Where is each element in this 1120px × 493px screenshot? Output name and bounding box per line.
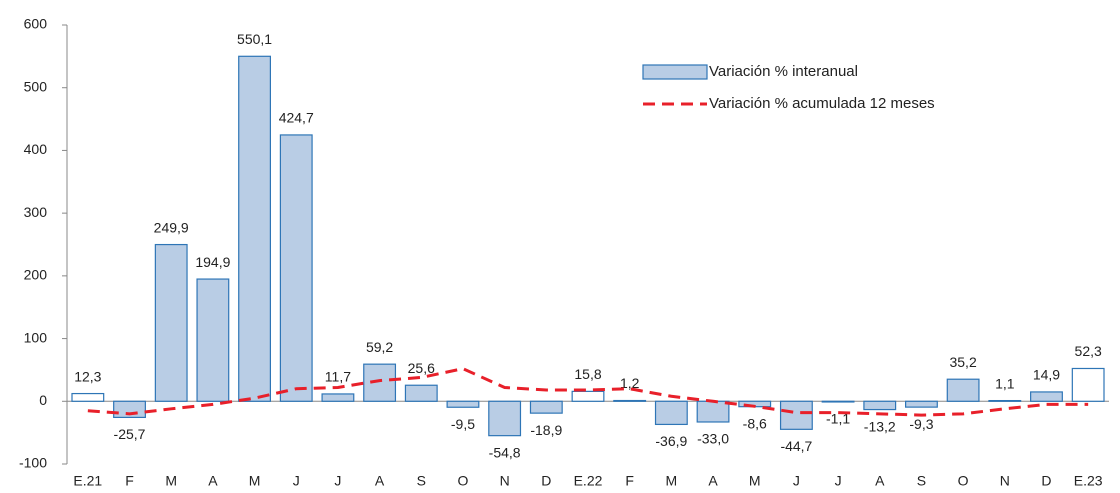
legend-label: Variación % interanual xyxy=(709,63,858,80)
x-tick-label: E.23 xyxy=(1074,473,1103,489)
y-tick-label: 0 xyxy=(39,392,47,408)
x-tick-label: O xyxy=(458,473,469,489)
value-label: -9,5 xyxy=(451,416,475,432)
y-tick-label: 300 xyxy=(24,204,48,220)
y-tick-label: 100 xyxy=(24,329,48,345)
x-tick-label: E.22 xyxy=(574,473,603,489)
x-tick-label: O xyxy=(958,473,969,489)
x-tick-label: A xyxy=(375,473,385,489)
x-tick-label: S xyxy=(417,473,426,489)
x-tick-label: J xyxy=(835,473,842,489)
value-label: -8,6 xyxy=(743,415,767,431)
bar xyxy=(988,399,1022,402)
value-label: 194,9 xyxy=(195,254,230,270)
value-label: -25,7 xyxy=(114,426,146,442)
x-tick-label: M xyxy=(249,473,261,489)
x-tick-label: D xyxy=(1041,473,1051,489)
bar xyxy=(71,392,105,402)
value-label: 52,3 xyxy=(1075,343,1102,359)
x-tick-label: F xyxy=(625,473,634,489)
bar xyxy=(279,134,313,402)
bar xyxy=(613,399,647,402)
x-tick-label: J xyxy=(793,473,800,489)
x-tick-label: J xyxy=(334,473,341,489)
value-label: 35,2 xyxy=(949,354,976,370)
value-label: -1,1 xyxy=(826,411,850,427)
x-tick-label: N xyxy=(500,473,510,489)
value-label: 15,8 xyxy=(574,366,601,382)
bar xyxy=(946,378,980,402)
y-tick-label: 600 xyxy=(24,16,48,32)
value-label: 1,1 xyxy=(995,375,1015,391)
x-tick-label: M xyxy=(749,473,761,489)
bar xyxy=(821,400,855,403)
bar xyxy=(154,243,188,402)
bar xyxy=(404,384,438,402)
bar xyxy=(905,400,938,408)
value-label: 1,2 xyxy=(620,375,640,391)
value-label: 11,7 xyxy=(325,369,351,385)
x-tick-label: N xyxy=(1000,473,1010,489)
bar xyxy=(696,400,730,423)
x-tick-label: A xyxy=(875,473,885,489)
y-tick-label: 400 xyxy=(24,141,48,157)
value-label: 59,2 xyxy=(366,339,393,355)
legend-label: Variación % acumulada 12 meses xyxy=(709,95,935,112)
bar xyxy=(863,400,897,411)
x-tick-label: F xyxy=(125,473,134,489)
value-label: 12,3 xyxy=(74,368,101,384)
bar xyxy=(571,390,605,402)
line-series xyxy=(87,367,1089,417)
value-label: 249,9 xyxy=(154,219,189,235)
bar xyxy=(654,400,688,426)
bar xyxy=(238,55,271,402)
x-tick-label: A xyxy=(708,473,718,489)
value-label: 25,6 xyxy=(408,360,435,376)
value-label: -13,2 xyxy=(864,418,896,434)
y-tick-label: -100 xyxy=(19,455,47,471)
value-label: -18,9 xyxy=(530,422,562,438)
x-tick-label: E.21 xyxy=(73,473,102,489)
bar xyxy=(1030,391,1063,402)
value-label: -33,0 xyxy=(697,431,729,447)
legend-swatch xyxy=(642,64,708,80)
x-tick-label: A xyxy=(208,473,218,489)
value-label: -44,7 xyxy=(780,438,812,454)
bar xyxy=(488,400,522,437)
y-tick-label: 500 xyxy=(24,78,48,94)
value-label: -54,8 xyxy=(489,444,521,460)
x-tick-label: S xyxy=(917,473,926,489)
x-tick-label: J xyxy=(293,473,300,489)
y-tick-label: 200 xyxy=(24,267,48,283)
bar xyxy=(1071,367,1105,402)
bar xyxy=(446,400,480,408)
x-tick-label: D xyxy=(541,473,551,489)
value-label: 14,9 xyxy=(1033,367,1060,383)
x-tick-label: M xyxy=(666,473,678,489)
bar xyxy=(321,393,355,402)
bar xyxy=(529,400,563,414)
bar xyxy=(196,278,230,402)
value-label: 424,7 xyxy=(279,110,314,126)
bar xyxy=(363,363,397,402)
value-label: -36,9 xyxy=(655,433,687,449)
x-tick-label: M xyxy=(165,473,177,489)
value-label: -9,3 xyxy=(909,416,933,432)
bar xyxy=(779,400,813,430)
value-label: 550,1 xyxy=(237,31,272,47)
